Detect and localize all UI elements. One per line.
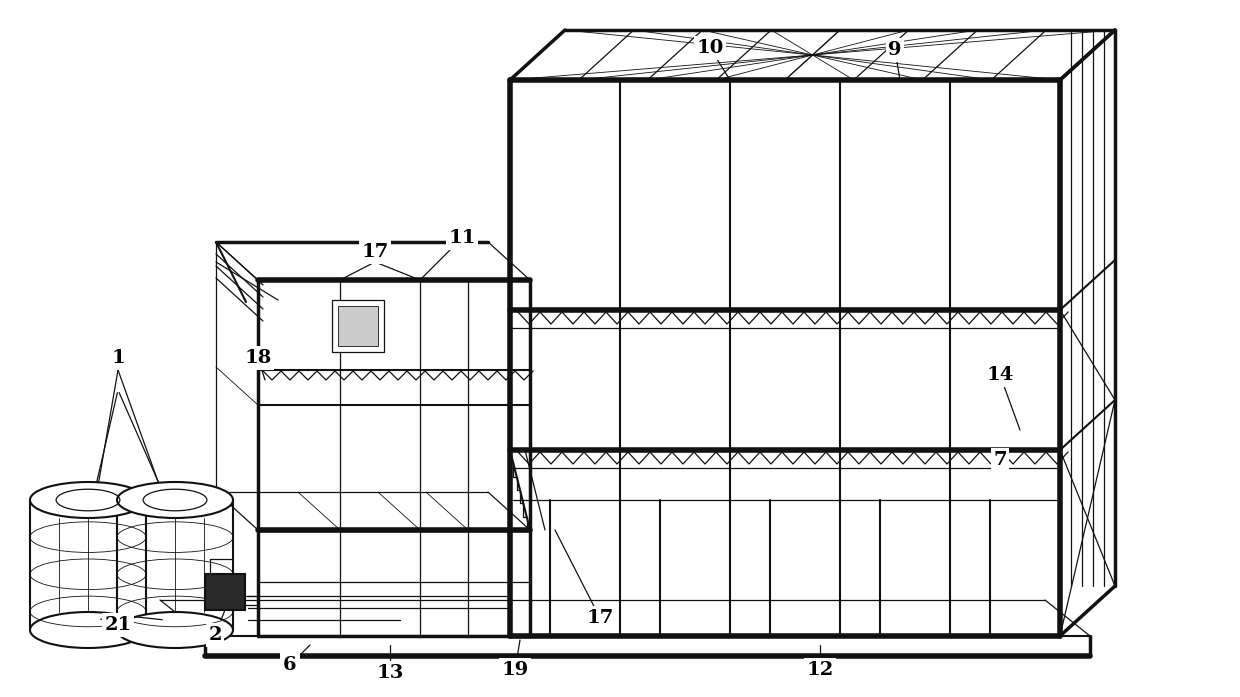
Text: 13: 13 (376, 664, 404, 682)
Text: 1: 1 (112, 349, 125, 367)
Text: 17: 17 (587, 609, 614, 627)
Ellipse shape (30, 612, 146, 648)
Bar (205, 574, 246, 610)
Text: 9: 9 (888, 41, 901, 59)
Ellipse shape (117, 612, 233, 648)
Bar (332, 300, 384, 352)
Text: 17: 17 (361, 243, 388, 261)
Ellipse shape (117, 482, 233, 518)
Ellipse shape (30, 482, 146, 518)
Text: 21: 21 (104, 616, 131, 634)
Text: 14: 14 (986, 366, 1013, 384)
Text: 12: 12 (806, 661, 833, 679)
Text: 11: 11 (448, 229, 476, 247)
Text: 7: 7 (993, 451, 1007, 469)
Text: 2: 2 (208, 626, 222, 644)
Text: 6: 6 (283, 656, 296, 674)
Text: 18: 18 (244, 349, 272, 367)
Text: 10: 10 (697, 39, 724, 57)
Bar (339, 306, 378, 346)
Text: 19: 19 (501, 661, 528, 679)
